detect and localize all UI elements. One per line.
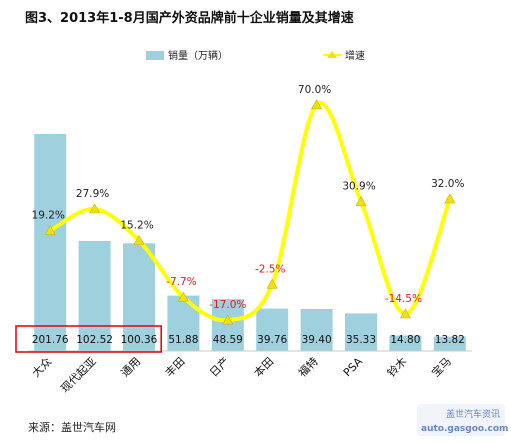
category-label-1: 现代起亚 (58, 355, 98, 395)
source-note: 来源：盖世汽车网 (28, 420, 116, 434)
bar-7 (344, 312, 378, 352)
growth-label-7: 30.9% (342, 181, 375, 193)
growth-marker-3 (177, 291, 189, 302)
growth-marker-8 (399, 308, 411, 319)
chart-title: 图3、2013年1-8月国产外资品牌前十企业销量及其增速 (25, 10, 354, 26)
growth-label-4: -17.0% (209, 299, 246, 311)
growth-label-1: 27.9% (76, 188, 109, 200)
category-label-7: PSA (341, 355, 366, 380)
category-label-9: 宝马 (428, 354, 453, 379)
bar-value-label-5: 39.76 (257, 334, 287, 346)
growth-marker-4 (222, 314, 234, 325)
growth-line (48, 101, 452, 323)
category-label-3: 丰田 (163, 355, 188, 380)
watermark: 盖世汽车资讯 auto.gasgoo.com (417, 404, 508, 436)
bar-value-label-9: 13.82 (435, 334, 465, 346)
highlight-box (15, 325, 162, 353)
category-label-2: 通用 (118, 355, 143, 380)
growth-label-0: 19.2% (32, 210, 65, 222)
category-label-8: 铃木 (384, 354, 409, 379)
bar-5 (255, 307, 290, 352)
category-label-5: 本田 (251, 354, 276, 379)
category-label-6: 福特 (295, 354, 320, 379)
bar-value-label-6: 39.40 (302, 334, 332, 346)
growth-marker-1 (89, 203, 101, 214)
bar-value-label-2: 100.36 (121, 334, 158, 346)
growth-marker-5 (266, 278, 278, 289)
watermark-badge (417, 404, 505, 436)
category-label-4: 日产 (206, 354, 231, 379)
bar-value-label-7: 35.33 (346, 334, 376, 346)
bar-value-label-3: 51.88 (168, 334, 198, 346)
growth-label-6: 70.0% (298, 84, 331, 96)
legend-line-marker (327, 51, 337, 58)
bar-6 (299, 308, 334, 352)
growth-label-3: -7.7% (166, 276, 196, 288)
bar-value-label-8: 14.80 (390, 334, 420, 346)
category-label-0: 大众 (29, 354, 54, 379)
growth-marker-7 (355, 195, 367, 206)
legend-bar-swatch (146, 51, 164, 60)
plot-area: 201.76 102.52 100.36 51.88 48.59 39.76 39.40 35… (15, 84, 472, 395)
bar-value-label-0: 201.76 (32, 334, 69, 346)
growth-label-2: 15.2% (120, 220, 153, 232)
watermark-top-text: 盖世汽车资讯 (446, 408, 500, 420)
growth-marker-0 (44, 224, 56, 235)
legend-line-label: 增速 (345, 49, 365, 62)
bar-1 (77, 240, 112, 352)
bar-value-label-1: 102.52 (76, 334, 113, 346)
watermark-url-text: auto.gasgoo.com (421, 424, 508, 434)
growth-label-5: -2.5% (255, 263, 285, 275)
bar-0 (33, 133, 68, 352)
growth-marker-2 (133, 234, 145, 245)
growth-marker-9 (444, 193, 456, 204)
growth-marker-6 (311, 99, 323, 110)
growth-label-9: 32.0% (431, 178, 464, 190)
growth-label-8: -14.5% (385, 293, 422, 305)
bar-4 (210, 298, 245, 352)
bar-value-label-4: 48.59 (213, 334, 243, 346)
legend-bar-label: 销量（万辆） (168, 49, 228, 62)
legend: 销量（万辆） 增速 (146, 49, 365, 62)
